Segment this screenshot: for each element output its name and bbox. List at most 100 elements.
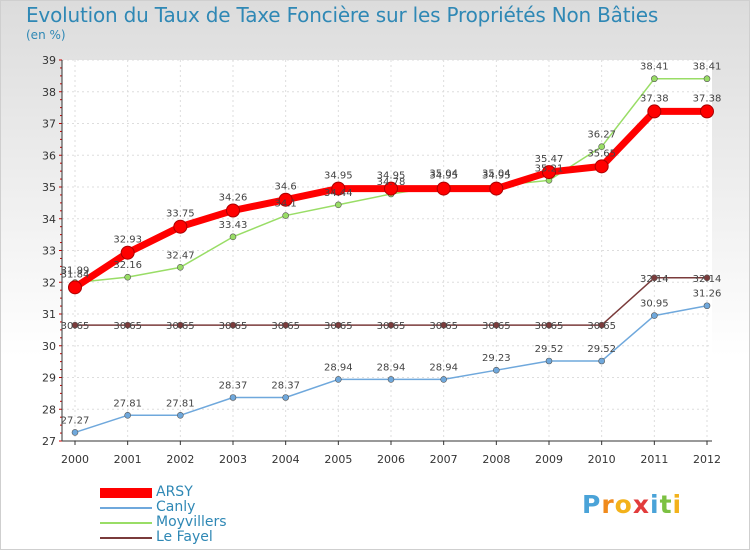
data-point-le-fayel	[598, 321, 605, 329]
data-point-le-fayel	[71, 321, 79, 329]
x-tick-label: 2009	[535, 453, 563, 466]
data-point-arsy	[173, 219, 188, 234]
x-tick-label: 2008	[482, 453, 510, 466]
y-tick-label: 30	[42, 340, 56, 353]
data-label-canly: 31.26	[693, 289, 722, 300]
x-tick-label: 2000	[61, 453, 89, 466]
data-label-moyvillers: 33.43	[219, 220, 248, 231]
legend-item-arsy: ARSY	[100, 485, 227, 500]
logo-letter: i	[650, 490, 660, 519]
data-label-moyvillers: 34.1	[275, 199, 297, 210]
data-label-moyvillers: 34.78	[377, 177, 406, 188]
data-point-le-fayel	[493, 321, 500, 329]
data-label-arsy: 34.95	[377, 171, 406, 182]
data-point-le-fayel	[440, 321, 447, 329]
data-label-canly: 28.37	[219, 381, 248, 392]
data-label-arsy: 35.47	[535, 154, 564, 165]
data-point-le-fayel	[229, 321, 237, 329]
data-point-le-fayel	[124, 321, 131, 329]
data-point-moyvillers	[282, 212, 289, 219]
data-label-canly: 29.52	[535, 344, 564, 355]
data-point-arsy	[700, 104, 714, 119]
data-label-le-fayel: 30.65	[61, 321, 90, 332]
legend-label-le-fayel: Le Fayel	[156, 529, 213, 545]
logo-letter: x	[632, 490, 650, 519]
data-point-le-fayel	[335, 321, 342, 329]
data-label-le-fayel: 30.65	[429, 321, 458, 332]
data-point-moyvillers	[703, 75, 711, 83]
legend-label-arsy: ARSY	[156, 484, 193, 500]
x-tick-label: 2010	[588, 453, 616, 466]
data-label-canly: 29.52	[587, 344, 616, 355]
y-tick-label: 33	[42, 245, 56, 258]
data-label-le-fayel: 30.65	[271, 321, 300, 332]
data-point-canly	[177, 411, 184, 419]
data-label-moyvillers: 34.44	[324, 188, 353, 199]
data-label-le-fayel: 32.14	[693, 274, 722, 285]
data-label-arsy: 34.6	[275, 182, 297, 193]
data-point-le-fayel	[387, 321, 395, 329]
y-tick-label: 34	[42, 213, 56, 226]
data-point-canly	[703, 302, 711, 310]
y-unit-label: (en %)	[26, 28, 66, 42]
data-label-canly: 28.94	[324, 362, 353, 373]
data-point-le-fayel	[177, 321, 184, 329]
x-tick-label: 2005	[324, 453, 352, 466]
y-tick-label: 29	[42, 372, 56, 385]
data-label-canly: 28.94	[429, 362, 458, 373]
data-point-canly	[440, 376, 447, 383]
data-point-le-fayel	[703, 274, 711, 282]
legend-swatch-arsy	[100, 487, 152, 498]
data-label-le-fayel: 30.65	[113, 321, 142, 332]
data-point-arsy	[120, 245, 135, 260]
data-label-le-fayel: 32.14	[640, 274, 669, 285]
chart-legend: ARSY Canly Moyvillers Le Fayel	[100, 485, 227, 545]
legend-item-le-fayel: Le Fayel	[100, 530, 227, 545]
legend-swatch-canly	[100, 506, 152, 509]
legend-item-moyvillers: Moyvillers	[100, 515, 227, 530]
data-label-canly: 30.95	[640, 299, 669, 310]
legend-label-moyvillers: Moyvillers	[156, 514, 227, 530]
data-label-moyvillers: 32.16	[113, 260, 142, 271]
logo-letter: t	[659, 490, 673, 519]
data-label-arsy: 34.95	[324, 171, 353, 182]
data-label-le-fayel: 30.65	[166, 321, 195, 332]
data-point-canly	[282, 394, 289, 401]
logo-letter: i	[672, 490, 683, 519]
data-label-le-fayel: 30.65	[219, 321, 248, 332]
data-label-moyvillers: 32.47	[166, 250, 195, 261]
data-point-canly	[71, 429, 79, 436]
data-point-canly	[229, 394, 237, 401]
y-tick-label: 32	[42, 276, 56, 289]
data-label-arsy: 31.84	[61, 269, 90, 280]
data-label-moyvillers: 38.41	[640, 62, 669, 73]
data-label-arsy: 33.75	[166, 209, 195, 220]
data-point-le-fayel	[545, 321, 553, 329]
y-tick-label: 39	[42, 54, 56, 67]
legend-swatch-moyvillers	[100, 521, 152, 524]
logo-letter: P	[582, 490, 602, 519]
data-label-canly: 27.81	[166, 398, 195, 409]
data-point-canly	[545, 357, 553, 365]
data-label-moyvillers: 36.27	[587, 130, 616, 141]
chart-title: Evolution du Taux de Taxe Foncière sur l…	[26, 3, 659, 27]
x-tick-label: 2011	[640, 453, 668, 466]
data-point-canly	[387, 376, 395, 383]
x-tick-label: 2001	[114, 453, 142, 466]
y-tick-label: 36	[42, 149, 56, 162]
data-label-moyvillers: 35.04	[482, 169, 511, 180]
data-point-canly	[651, 312, 658, 319]
data-label-arsy: 34.95	[429, 171, 458, 182]
data-label-le-fayel: 30.65	[587, 321, 616, 332]
data-label-le-fayel: 30.65	[377, 321, 406, 332]
x-tick-label: 2002	[166, 453, 194, 466]
data-point-arsy	[436, 181, 451, 196]
data-label-canly: 27.81	[113, 398, 142, 409]
data-point-arsy	[489, 181, 504, 196]
legend-swatch-le-fayel	[100, 536, 152, 539]
data-label-arsy: 37.38	[693, 93, 722, 104]
data-label-arsy: 32.93	[113, 235, 142, 246]
legend-item-canly: Canly	[100, 500, 227, 515]
data-point-arsy	[331, 181, 346, 196]
